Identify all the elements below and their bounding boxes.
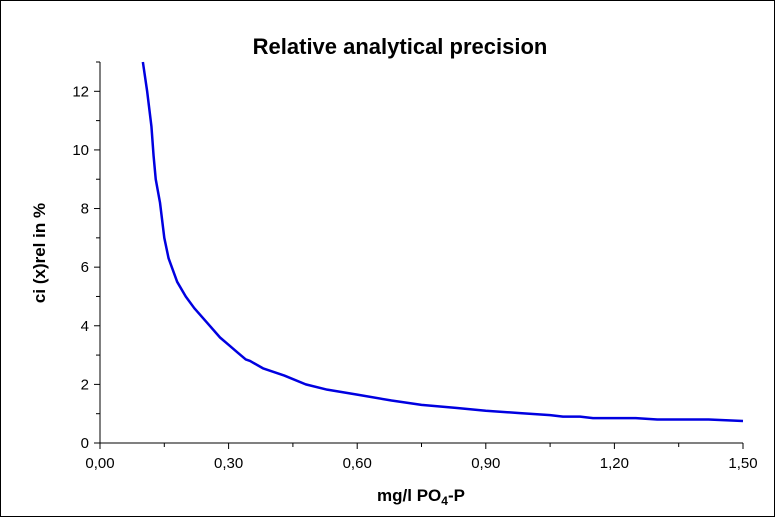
axes <box>99 62 743 444</box>
y-tick-label: 8 <box>81 201 89 218</box>
x-tick-label: 1,20 <box>600 455 629 472</box>
series-line <box>141 61 744 423</box>
series-layer <box>141 61 744 423</box>
y-tick-label: 2 <box>81 376 89 393</box>
x-axis-label-suffix: -P <box>448 486 465 505</box>
y-axis-label: ci (x)rel in % <box>30 203 49 303</box>
x-axis-label-main: mg/l PO <box>377 486 441 505</box>
y-axis-ticks: 0 2 4 6 8 10 12 <box>72 61 100 452</box>
x-tick-label: 0,90 <box>471 455 500 472</box>
y-tick-label: 12 <box>72 83 89 100</box>
x-axis-ticks: 0,00 0,30 0,60 0,90 1,20 1,50 <box>85 443 758 472</box>
x-axis-label-subscript: 4 <box>441 494 448 508</box>
x-tick-label: 0,30 <box>214 455 243 472</box>
x-axis-label: mg/l PO4-P <box>377 486 465 508</box>
y-tick-label: 10 <box>72 142 89 159</box>
y-tick-label: 0 <box>81 435 89 452</box>
y-tick-label: 4 <box>81 318 89 335</box>
x-tick-label: 1,50 <box>728 455 757 472</box>
x-tick-label: 0,60 <box>343 455 372 472</box>
x-tick-label: 0,00 <box>85 455 114 472</box>
chart-title: Relative analytical precision <box>253 34 548 59</box>
y-tick-label: 6 <box>81 259 89 276</box>
